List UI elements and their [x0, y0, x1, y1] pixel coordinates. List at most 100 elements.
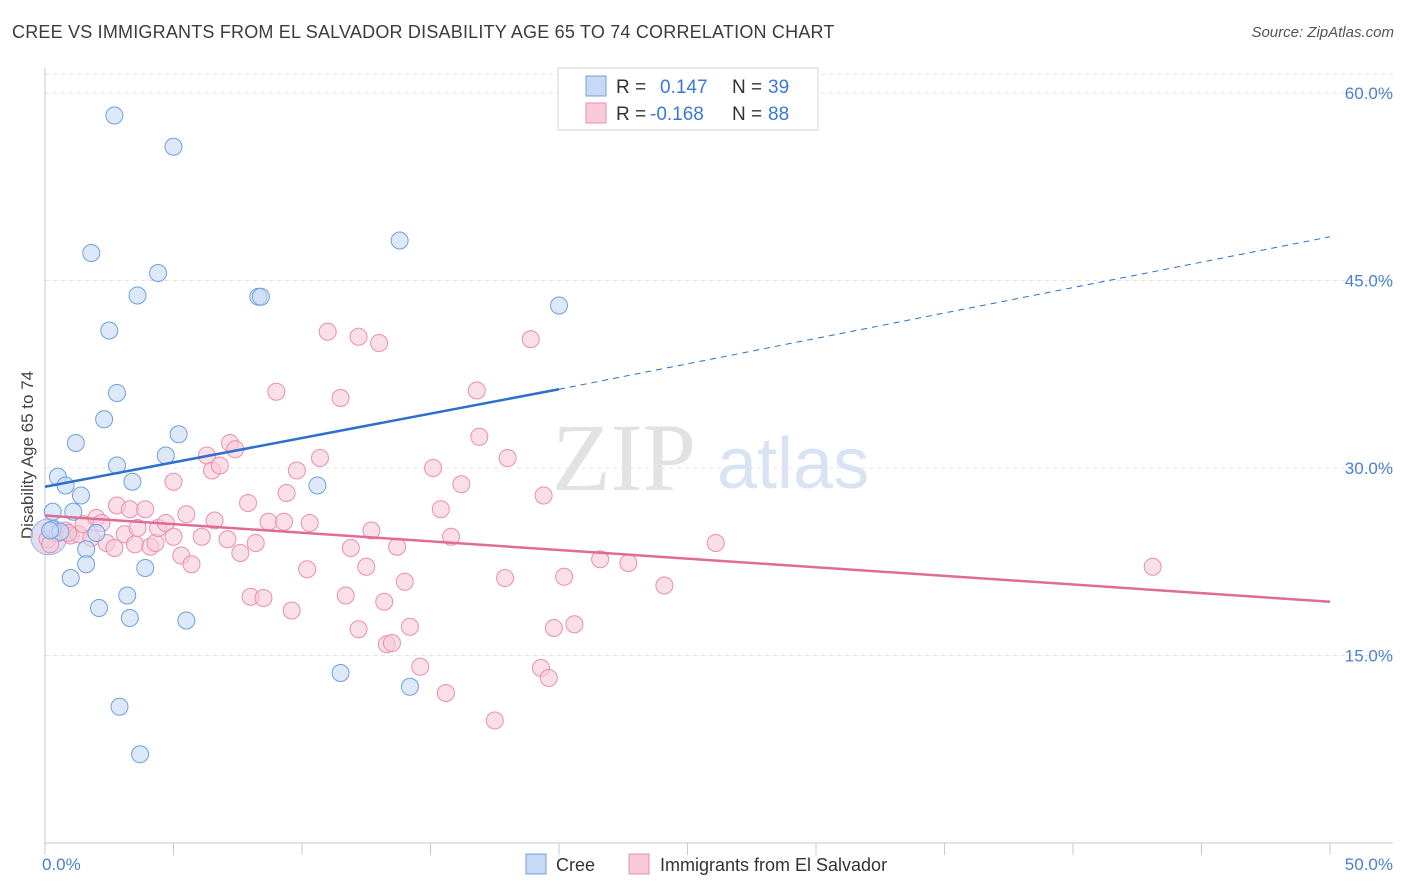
cree-point [82, 244, 101, 262]
y-tick-label: 30.0% [1345, 459, 1393, 478]
salvador-point [298, 560, 317, 579]
chart-source: Source: ZipAtlas.com [1251, 24, 1394, 41]
salvador-point [370, 334, 389, 352]
cree-point [169, 425, 188, 444]
salvador-point [498, 449, 517, 467]
y-tick-label: 45.0% [1345, 272, 1393, 291]
salvador-point [436, 684, 455, 702]
cree-point [131, 745, 150, 764]
salvador-point [521, 330, 540, 349]
salvador-point [239, 494, 258, 512]
salvador-point [655, 576, 674, 595]
salvador-point [400, 617, 419, 636]
salvador-point [318, 322, 337, 341]
cree-point [105, 106, 124, 125]
cree-point [41, 521, 60, 540]
salvador-point [424, 459, 443, 477]
salvador-point [282, 601, 301, 620]
cree-point [331, 664, 350, 682]
salvador-point [341, 539, 360, 557]
cree-point [77, 540, 96, 559]
salvador-point [395, 572, 414, 591]
salvador-point [467, 381, 486, 400]
cree-point [123, 472, 142, 491]
cree-point [66, 434, 85, 452]
salvador-point [146, 534, 165, 552]
watermark: ZIP atlas [552, 404, 869, 511]
salvador-point [192, 527, 211, 546]
y-axis-label: Disability Age 65 to 74 [18, 371, 37, 539]
salvador-point [375, 592, 394, 611]
salvador-point [300, 514, 319, 532]
salvador-point [128, 519, 147, 537]
legend: R = 0.147 N = 39 R = -0.168 N = 88 [557, 67, 819, 131]
salvador-point [275, 512, 294, 531]
cree-point [56, 476, 75, 495]
y-tick-label: 60.0% [1345, 84, 1393, 103]
legend-n-value-cree: 39 [768, 77, 789, 98]
salvador-point [619, 554, 638, 572]
data-points [30, 106, 1162, 764]
salvador-point [485, 711, 504, 730]
cree-point [177, 611, 196, 630]
salvador-point [555, 567, 574, 586]
legend-r-label-cree: R = [616, 77, 646, 98]
x-tick-label: 0.0% [42, 855, 81, 874]
legend-n-value-salvador: 88 [768, 104, 789, 125]
cree-point [400, 677, 419, 696]
salvador-point [411, 657, 430, 676]
cree-point [87, 524, 106, 542]
y-tick-labels: 15.0% 30.0% 45.0% 60.0% [1345, 84, 1393, 666]
cree-point [149, 264, 168, 282]
salvador-point [259, 512, 278, 531]
salvador-point [287, 461, 306, 480]
salvador-point [164, 527, 183, 546]
trend-lines [44, 236, 1331, 603]
watermark-zip: ZIP [552, 404, 696, 511]
bottom-legend-swatch-cree [525, 853, 547, 875]
cree-trend-line [44, 388, 560, 488]
cree-point [120, 609, 139, 627]
cree-point [390, 231, 409, 250]
salvador-point [539, 669, 558, 687]
salvador-point [182, 555, 201, 574]
salvador-point [591, 550, 610, 569]
x-tick-label: 50.0% [1345, 855, 1393, 874]
salvador-point [452, 475, 471, 494]
legend-r-value-salvador: -0.168 [650, 104, 704, 125]
y-tick-label: 15.0% [1345, 647, 1393, 666]
cree-point [95, 410, 114, 429]
salvador-point [254, 589, 273, 607]
salvador-point [164, 472, 183, 491]
bottom-legend: Cree Immigrants from El Salvador [525, 853, 887, 875]
salvador-point [431, 500, 450, 519]
salvador-point [565, 615, 584, 634]
cree-point [550, 296, 568, 315]
legend-r-value-cree: 0.147 [660, 77, 708, 98]
salvador-point [706, 534, 725, 552]
salvador-point [382, 634, 401, 652]
salvador-point [218, 530, 237, 549]
cree-point [107, 384, 126, 402]
salvador-point [388, 537, 407, 556]
legend-swatch-cree [585, 75, 607, 97]
salvador-point [496, 569, 515, 587]
cree-point [61, 569, 80, 587]
salvador-point [105, 539, 124, 557]
legend-swatch-salvador [585, 102, 607, 124]
salvador-trend-line [44, 514, 1331, 603]
cree-trend-extension [558, 236, 1331, 390]
cree-point [136, 559, 155, 577]
cree-point [251, 287, 270, 306]
bottom-legend-swatch-salvador [628, 853, 650, 875]
salvador-point [205, 511, 224, 530]
bottom-legend-label-cree: Cree [556, 855, 595, 875]
salvador-point [1143, 557, 1162, 576]
salvador-point [267, 382, 286, 401]
cree-point [128, 286, 147, 305]
cree-point [71, 486, 90, 505]
legend-n-label-cree: N = [732, 77, 762, 98]
salvador-point [177, 505, 196, 524]
salvador-point [125, 535, 144, 554]
